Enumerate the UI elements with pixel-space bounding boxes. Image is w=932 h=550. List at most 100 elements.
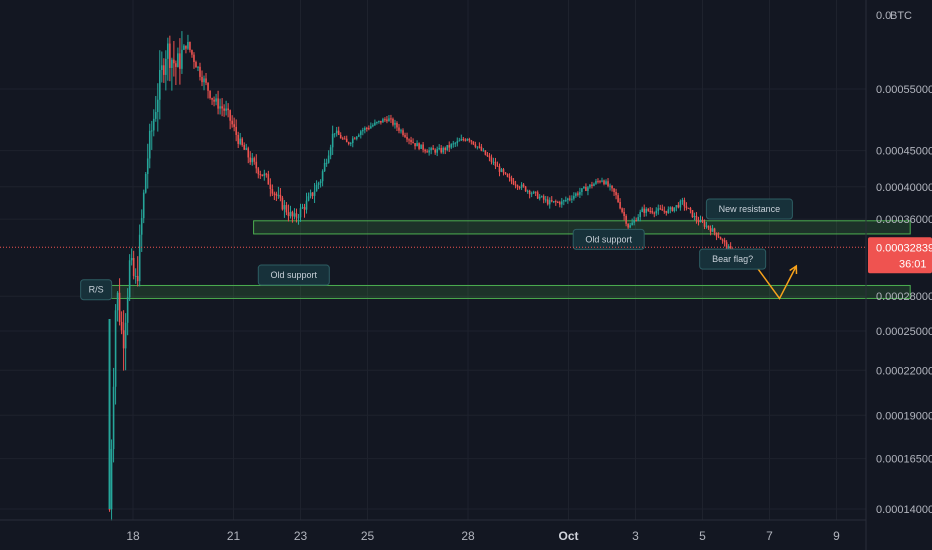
candle-body [595, 181, 597, 184]
candle-body [703, 222, 706, 227]
candle-body [362, 130, 364, 132]
candle-body [378, 120, 380, 122]
candle-body [444, 147, 447, 150]
candle-body [577, 193, 579, 195]
candle-body [530, 193, 533, 195]
candle-body [167, 43, 169, 59]
candle-body [114, 310, 117, 387]
zone-rect [109, 284, 911, 299]
annotation-callout: R/S [80, 279, 113, 301]
candle-body [309, 192, 312, 197]
candle-body [390, 118, 392, 120]
candle-body [317, 183, 320, 185]
candle-body [159, 70, 161, 100]
candle-body [468, 139, 471, 141]
candle-body [695, 215, 698, 221]
candle-body [112, 386, 115, 450]
candle-body [579, 191, 581, 195]
annotation-box [699, 248, 767, 270]
candle-body [450, 144, 453, 148]
candle-body [520, 184, 523, 188]
candle-body [571, 198, 573, 200]
price-tag-value: 0.00032839 [876, 242, 932, 254]
candle-body [122, 330, 125, 349]
candle-body [343, 138, 346, 140]
candle-body [436, 149, 438, 153]
candle-body [675, 205, 678, 208]
candle-body [490, 157, 493, 162]
candle-body [136, 275, 139, 282]
candle-body [667, 209, 670, 214]
candle-body [452, 143, 455, 145]
candle-body [179, 53, 181, 69]
candle-body [410, 140, 412, 143]
candle-body [500, 169, 503, 172]
candle-body [315, 184, 318, 192]
annotation-callout: Old support [572, 228, 645, 250]
y-tick-label: 0.00019000 [876, 410, 932, 422]
candle-body [679, 201, 682, 208]
candle-body [333, 133, 336, 135]
candle-body [263, 173, 266, 176]
candle-body [538, 196, 541, 199]
candle-body [717, 236, 720, 238]
candle-body [303, 207, 306, 210]
candle-body [593, 183, 595, 187]
candle-body [707, 225, 710, 229]
candle-body [265, 173, 268, 175]
candle-body [370, 126, 372, 129]
candle-body [657, 208, 660, 211]
candle-body [418, 143, 420, 149]
candle-body [597, 181, 599, 183]
candle-body [729, 246, 732, 250]
candle-body [364, 127, 366, 131]
candle-body [569, 198, 571, 200]
candle-body [353, 138, 356, 140]
candle-body [482, 150, 485, 152]
candle-body [488, 156, 491, 158]
candle-body [573, 195, 575, 199]
candle-body [663, 210, 666, 212]
candle-body [637, 217, 639, 221]
candle-body [287, 212, 290, 217]
candle-body [273, 193, 276, 195]
candle-body [223, 108, 225, 111]
y-tick-label: 0.00045000 [876, 146, 932, 158]
candle-body [448, 145, 451, 148]
candle-body [384, 119, 386, 121]
candle-body [591, 184, 593, 187]
candle-body [118, 292, 121, 322]
candle-body [148, 130, 151, 159]
candle-body [466, 139, 469, 141]
candle-body [347, 142, 350, 144]
candle-body [351, 138, 354, 144]
candle-body [681, 200, 684, 202]
candle-body [392, 118, 394, 125]
candle-body [380, 120, 382, 123]
candle-body [225, 108, 227, 111]
candle-body [253, 158, 256, 162]
candle-body [512, 181, 515, 185]
currency-label: BTC [890, 10, 912, 22]
candle-body [171, 59, 173, 68]
candle-body [721, 239, 724, 241]
candle-body [251, 158, 254, 163]
candle-body [313, 191, 316, 196]
candle-body [575, 193, 577, 196]
candle-body [335, 130, 338, 134]
candle-body [484, 150, 487, 155]
candle-body [687, 207, 690, 209]
candle-body [534, 191, 537, 193]
candle-body [522, 184, 525, 187]
candle-body [424, 149, 426, 152]
candle-body [558, 202, 561, 205]
candle-body [633, 220, 635, 223]
candle-body [506, 173, 509, 177]
candle-body [544, 199, 547, 201]
candle-body [639, 211, 641, 218]
candle-body [376, 121, 378, 123]
candle-body [175, 63, 177, 67]
candle-body [554, 201, 557, 203]
candle-body [255, 161, 258, 169]
